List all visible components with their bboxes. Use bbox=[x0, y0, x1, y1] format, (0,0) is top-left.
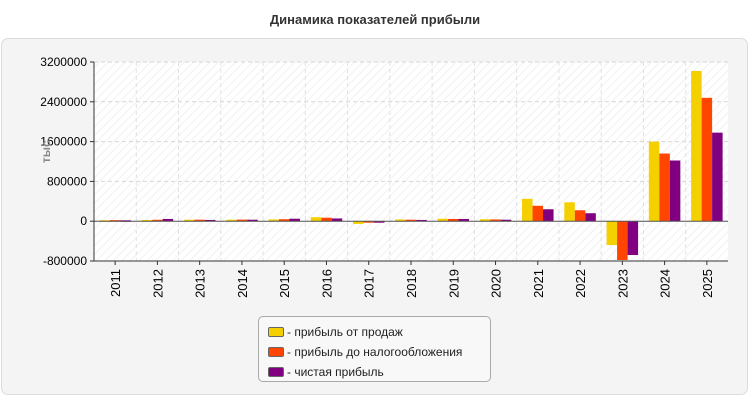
legend-item-net-profit: - чистая прибыль bbox=[268, 362, 490, 382]
x-tick-label: 2016 bbox=[319, 269, 334, 298]
bar bbox=[479, 219, 491, 222]
bar bbox=[289, 218, 300, 222]
bar bbox=[352, 221, 364, 224]
bar bbox=[617, 221, 628, 261]
bar bbox=[226, 219, 237, 222]
chart-title: Динамика показателей прибыли bbox=[269, 12, 481, 27]
bar bbox=[310, 217, 322, 222]
bar bbox=[162, 218, 174, 222]
bar bbox=[691, 70, 702, 222]
bar bbox=[405, 219, 417, 222]
bar bbox=[574, 210, 586, 222]
legend-item-sales-profit: - прибыль от продаж bbox=[268, 322, 490, 342]
bar bbox=[373, 221, 385, 223]
legend-swatch bbox=[268, 327, 284, 337]
x-tick-label: 2011 bbox=[108, 269, 123, 297]
bar bbox=[659, 153, 670, 222]
legend-label: - прибыль от продаж bbox=[287, 325, 403, 339]
bar bbox=[606, 221, 618, 246]
bar bbox=[363, 221, 374, 223]
legend-label: - чистая прибыль bbox=[287, 365, 384, 379]
bar bbox=[194, 219, 205, 222]
legend: - прибыль от продаж - прибыль до налогоо… bbox=[258, 316, 491, 382]
bar bbox=[458, 218, 470, 222]
axes: -800000 0 800000 1600000 2400000 3200000 2011 2… bbox=[40, 55, 728, 298]
bar bbox=[543, 209, 554, 222]
bar bbox=[321, 217, 332, 222]
legend-label: - прибыль до налогообложения bbox=[287, 345, 463, 359]
y-axis-label: тыс. bbox=[39, 137, 53, 163]
x-tick-label: 2022 bbox=[573, 269, 588, 298]
bar bbox=[522, 198, 533, 222]
bar bbox=[247, 219, 258, 222]
y-tick-label: 800000 bbox=[47, 174, 87, 188]
bar bbox=[278, 219, 290, 222]
x-tick-label: 2023 bbox=[615, 269, 630, 298]
x-tick-label: 2014 bbox=[235, 269, 250, 298]
legend-item-pretax-profit: - прибыль до налогообложения bbox=[268, 342, 490, 362]
bar bbox=[500, 219, 512, 222]
x-tick-label: 2015 bbox=[277, 269, 292, 298]
bar bbox=[701, 97, 713, 222]
bar bbox=[564, 202, 575, 222]
y-tick-label: 1600000 bbox=[40, 135, 87, 149]
bar bbox=[236, 219, 248, 222]
x-tick-label: 2019 bbox=[446, 269, 461, 298]
x-tick-label: 2013 bbox=[193, 269, 208, 298]
bar bbox=[331, 218, 343, 222]
bar bbox=[437, 218, 449, 222]
x-tick-label: 2020 bbox=[489, 269, 504, 298]
bar bbox=[152, 219, 163, 222]
y-tick-label: -800000 bbox=[43, 254, 87, 268]
bar bbox=[268, 219, 279, 222]
x-tick-label: 2018 bbox=[404, 269, 419, 298]
bar bbox=[448, 218, 459, 222]
bar bbox=[490, 219, 501, 222]
x-tick-label: 2012 bbox=[150, 269, 165, 298]
x-tick-label: 2021 bbox=[531, 269, 546, 298]
x-tick-label: 2017 bbox=[362, 269, 377, 298]
bar bbox=[585, 213, 596, 222]
y-tick-label: 2400000 bbox=[40, 95, 87, 109]
bars bbox=[99, 70, 723, 261]
legend-swatch bbox=[268, 347, 284, 357]
bar bbox=[183, 219, 195, 222]
y-tick-label: 0 bbox=[80, 214, 87, 228]
x-tick-label: 2024 bbox=[658, 269, 673, 298]
bar bbox=[395, 219, 406, 222]
bar bbox=[627, 221, 639, 256]
y-tick-label: 3200000 bbox=[40, 55, 87, 69]
bar bbox=[532, 205, 544, 222]
bar bbox=[669, 160, 681, 222]
bar bbox=[648, 141, 660, 222]
x-tick-label: 2025 bbox=[700, 269, 715, 298]
legend-swatch bbox=[268, 367, 284, 377]
bar bbox=[712, 132, 723, 222]
